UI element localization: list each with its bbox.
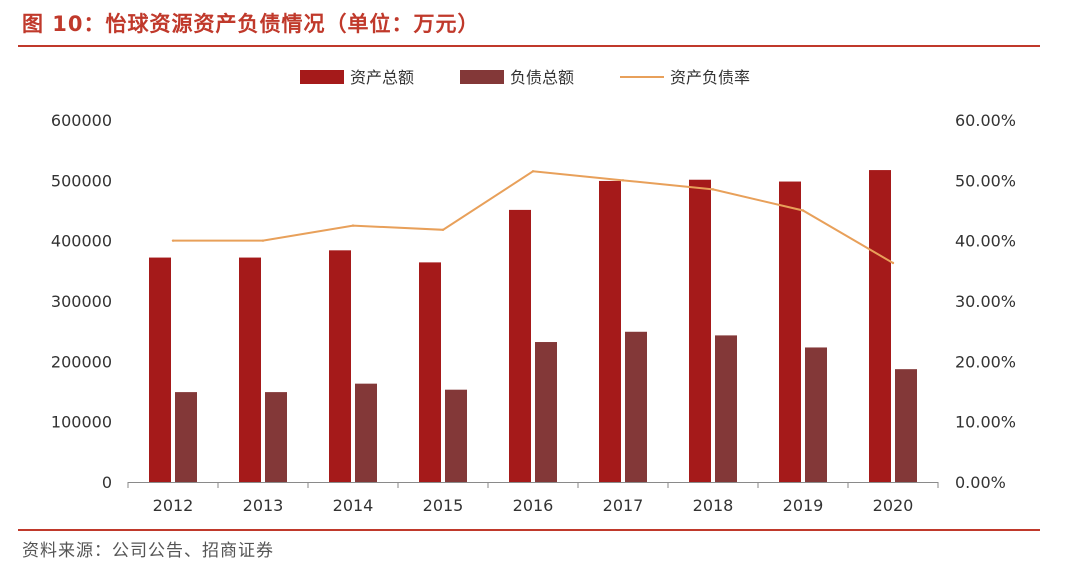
- bar-total-assets: [419, 262, 441, 482]
- bar-total-liabilities: [535, 342, 557, 482]
- left-y-tick-label: 500000: [51, 171, 112, 190]
- bar-total-liabilities: [265, 392, 287, 482]
- bar-total-liabilities: [805, 347, 827, 482]
- line-series: [171, 170, 895, 265]
- legend-swatch: [460, 70, 504, 84]
- right-y-tick-label: 20.00%: [955, 352, 1016, 371]
- bar-total-assets: [689, 179, 711, 483]
- right-y-axis: 0.00% 10.00% 20.00% 30.00% 40.00% 50.00% 60.00…: [955, 111, 1016, 492]
- line-point-debt-ratio: [351, 224, 355, 227]
- line-point-debt-ratio: [531, 170, 535, 173]
- right-y-tick-label: 0.00%: [955, 473, 1006, 492]
- title-rule: [18, 45, 1040, 47]
- x-tick-label: 2012: [153, 496, 194, 515]
- right-y-tick-label: 30.00%: [955, 292, 1016, 311]
- x-tick-label: 2017: [603, 496, 644, 515]
- left-y-tick-label: 200000: [51, 352, 112, 371]
- source-rule: [18, 529, 1040, 531]
- line-point-debt-ratio: [801, 209, 805, 212]
- line-point-debt-ratio: [261, 239, 265, 242]
- right-y-tick-label: 40.00%: [955, 232, 1016, 251]
- legend-label: 资产负债率: [670, 68, 750, 87]
- legend-swatch: [300, 70, 344, 84]
- bar-total-assets: [509, 209, 531, 482]
- x-tick-label: 2014: [333, 496, 374, 515]
- legend-label: 资产总额: [350, 68, 414, 87]
- bar-total-assets: [869, 170, 891, 482]
- right-y-tick-label: 50.00%: [955, 171, 1016, 190]
- left-y-tick-label: 400000: [51, 232, 112, 251]
- bar-total-liabilities: [625, 331, 647, 482]
- line-point-debt-ratio: [171, 239, 175, 242]
- bar-total-liabilities: [175, 392, 197, 482]
- x-axis: 2012 2013 2014 2015 2016 2017 2018 2019 2020: [127, 482, 939, 515]
- chart-legend: 资产总额 负债总额 资产负债率: [300, 68, 750, 87]
- figure-title: 图 10：怡球资源资产负债情况（单位：万元）: [22, 12, 480, 36]
- left-y-tick-label: 0: [102, 473, 112, 492]
- left-y-tick-label: 300000: [51, 292, 112, 311]
- bar-total-assets: [779, 181, 801, 483]
- line-point-debt-ratio: [891, 261, 895, 265]
- bar-total-assets: [239, 257, 261, 482]
- left-y-tick-label: 100000: [51, 413, 112, 432]
- bar-series: [149, 170, 917, 483]
- x-tick-label: 2018: [693, 496, 734, 515]
- right-y-tick-label: 60.00%: [955, 111, 1016, 130]
- bar-total-assets: [599, 180, 621, 483]
- bar-total-liabilities: [715, 335, 737, 482]
- line-point-debt-ratio: [441, 228, 445, 232]
- right-y-tick-label: 10.00%: [955, 413, 1016, 432]
- legend-label: 负债总额: [510, 68, 574, 87]
- bar-total-liabilities: [895, 369, 917, 482]
- left-y-tick-label: 600000: [51, 111, 112, 130]
- source-note: 资料来源：公司公告、招商证券: [22, 541, 274, 561]
- bar-total-assets: [149, 257, 171, 482]
- x-tick-label: 2020: [873, 496, 914, 515]
- x-tick-label: 2013: [243, 496, 284, 515]
- x-tick-label: 2019: [783, 496, 824, 515]
- bar-total-liabilities: [355, 383, 377, 482]
- x-tick-label: 2015: [423, 496, 464, 515]
- bar-total-liabilities: [445, 389, 467, 482]
- left-y-axis: 0 100000 200000 300000 400000 500000 600000: [51, 111, 112, 492]
- line-point-debt-ratio: [711, 188, 715, 191]
- bar-total-assets: [329, 250, 351, 482]
- line-point-debt-ratio: [621, 179, 625, 182]
- x-tick-label: 2016: [513, 496, 554, 515]
